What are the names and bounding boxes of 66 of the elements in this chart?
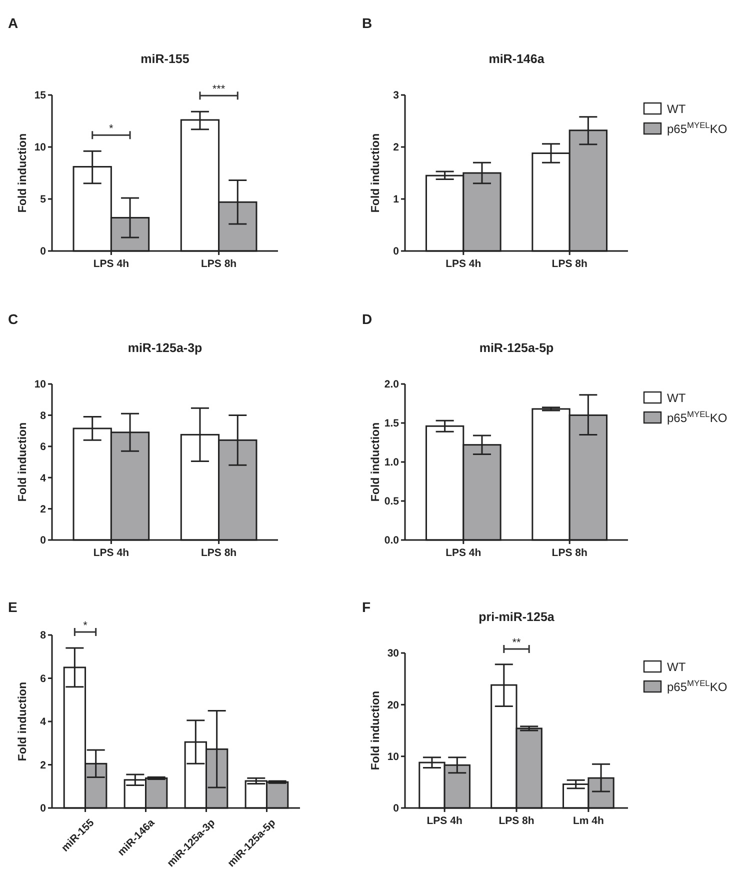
y-tick-label: 5 bbox=[40, 194, 46, 206]
y-tick-label: 0 bbox=[40, 802, 46, 815]
y-tick-label: 8 bbox=[40, 410, 46, 422]
y-tick-label: 3 bbox=[393, 90, 400, 102]
text: ** bbox=[512, 637, 522, 649]
y-tick-label: 8 bbox=[40, 630, 46, 642]
y-tick-label: 2 bbox=[40, 759, 46, 772]
chart-title: miR-125a-5p bbox=[479, 341, 554, 355]
x-tick-label: Lm 4h bbox=[572, 815, 604, 827]
legend-label: p65$^{MYEL}$KO bbox=[667, 409, 728, 425]
y-tick-label: 1.5 bbox=[384, 418, 400, 430]
y-axis-title: Fold induction bbox=[17, 682, 29, 762]
legend-label: WT bbox=[667, 391, 686, 405]
text: A bbox=[8, 15, 18, 31]
y-tick-label: 6 bbox=[40, 672, 46, 685]
text: D bbox=[362, 311, 372, 327]
y-tick-label: 20 bbox=[387, 699, 400, 712]
y-axis-title: Fold induction bbox=[17, 422, 29, 502]
y-axis-title: Fold induction bbox=[17, 133, 29, 213]
y-tick-label: 15 bbox=[34, 90, 46, 102]
y-tick-label: 6 bbox=[40, 441, 46, 454]
y-tick-label: 10 bbox=[34, 378, 46, 391]
y-tick-label: 10 bbox=[387, 751, 400, 764]
legend-label: p65$^{MYEL}$KO bbox=[667, 120, 728, 136]
y-tick-label: 2 bbox=[393, 142, 400, 154]
chart-title: pri-miR-125a bbox=[478, 610, 556, 624]
y-tick-label: 2 bbox=[40, 503, 46, 516]
x-tick-label: LPS 4h bbox=[93, 258, 129, 270]
annotation: * bbox=[109, 123, 114, 136]
text: C bbox=[8, 311, 18, 327]
x-tick-label: LPS 8h bbox=[201, 547, 237, 559]
x-tick-label: LPS 4h bbox=[426, 815, 462, 827]
chart-title: miR-146a bbox=[488, 52, 546, 66]
y-axis-title: Fold induction bbox=[370, 133, 382, 213]
text: * bbox=[83, 620, 88, 632]
y-tick-label: 4 bbox=[40, 472, 46, 484]
x-tick-label: LPS 4h bbox=[93, 547, 129, 559]
y-tick-label: 4 bbox=[40, 716, 46, 728]
legend-label: p65$^{MYEL}$KO bbox=[667, 678, 728, 694]
x-tick-label: LPS 4h bbox=[446, 258, 482, 270]
y-axis-title: Fold induction bbox=[370, 690, 382, 770]
x-tick-label: LPS 4h bbox=[446, 547, 482, 559]
y-tick-label: 2.0 bbox=[384, 378, 400, 391]
text: E bbox=[8, 599, 18, 615]
legend-label: WT bbox=[667, 102, 686, 116]
chart-title: miR-125a-3p bbox=[128, 341, 203, 355]
text: F bbox=[362, 599, 371, 615]
annotation: *** bbox=[212, 84, 226, 96]
x-tick-label: LPS 8h bbox=[552, 547, 588, 559]
y-tick-label: 0.5 bbox=[384, 496, 400, 508]
text: B bbox=[362, 15, 372, 31]
y-tick-label: 0 bbox=[393, 802, 400, 815]
legend-label: WT bbox=[667, 660, 686, 674]
y-tick-label: 0 bbox=[40, 246, 46, 258]
y-tick-label: 1 bbox=[393, 194, 400, 206]
y-tick-label: 0.0 bbox=[384, 534, 400, 547]
x-tick-label: LPS 8h bbox=[201, 258, 237, 270]
y-axis-title: Fold induction bbox=[370, 422, 382, 502]
y-tick-label: 10 bbox=[34, 142, 46, 154]
y-tick-label: 30 bbox=[387, 648, 400, 660]
x-tick-label: LPS 8h bbox=[498, 815, 534, 827]
y-tick-label: 0 bbox=[393, 246, 400, 258]
y-tick-label: 1.0 bbox=[384, 456, 400, 469]
y-tick-label: 0 bbox=[40, 534, 46, 547]
chart-title: miR-155 bbox=[140, 52, 190, 66]
x-tick-label: LPS 8h bbox=[552, 258, 588, 270]
